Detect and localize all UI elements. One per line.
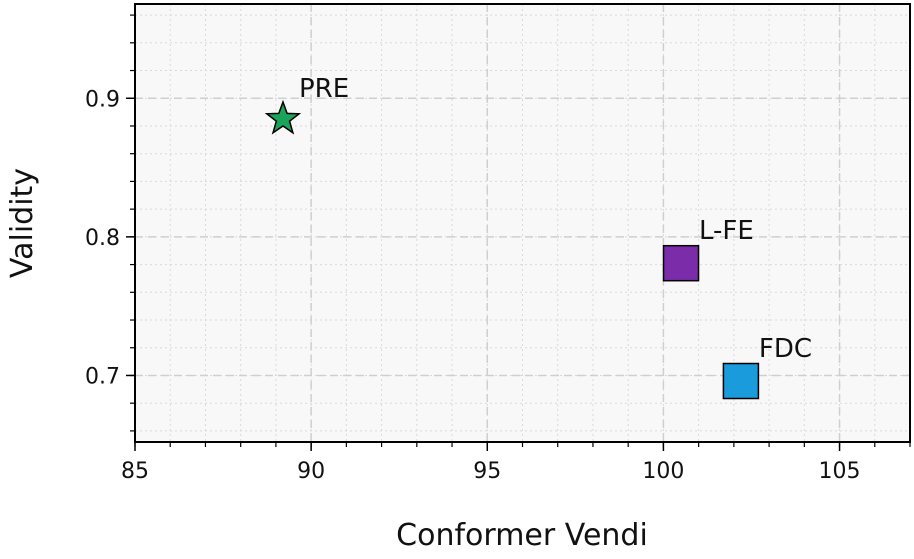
axis-ticks: 85 90 95 100 105 0.7 0.8 0.9 bbox=[85, 14, 911, 484]
x-tick-label: 95 bbox=[473, 459, 501, 484]
major-grid bbox=[135, 4, 910, 442]
x-tick-label: 105 bbox=[819, 459, 861, 484]
x-tick-label: 85 bbox=[121, 459, 149, 484]
y-tick-label: 0.9 bbox=[85, 87, 120, 112]
plot-frame bbox=[134, 3, 911, 443]
x-tick-label: 90 bbox=[297, 459, 325, 484]
x-tick-label: 100 bbox=[642, 459, 684, 484]
y-axis-title: Validity bbox=[5, 168, 40, 278]
x-axis-title: Conformer Vendi bbox=[396, 518, 648, 553]
data-marks: PRE L-FE FDC bbox=[264, 74, 812, 400]
minor-grid bbox=[134, 4, 911, 442]
y-tick-label: 0.8 bbox=[85, 226, 120, 251]
point-fdc-label: FDC bbox=[759, 334, 812, 364]
point-pre-marker bbox=[264, 99, 302, 135]
y-tick-label: 0.7 bbox=[85, 364, 120, 389]
point-l-fe-label: L-FE bbox=[699, 216, 754, 246]
point-fdc-marker bbox=[722, 362, 760, 400]
point-l-fe-marker bbox=[662, 244, 700, 282]
point-pre-label: PRE bbox=[299, 74, 349, 104]
